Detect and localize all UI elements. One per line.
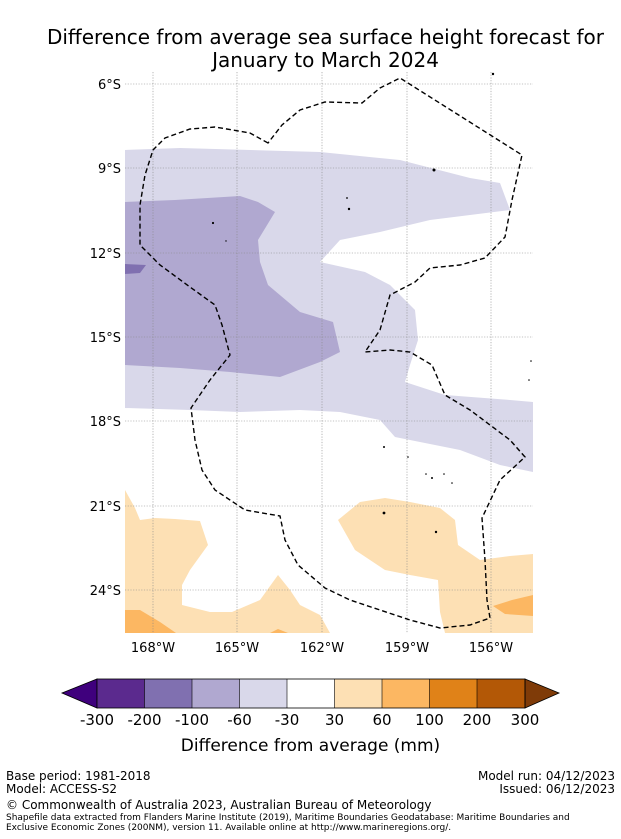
model-run-text: Model run: 04/12/2023 [477, 769, 615, 783]
colorbar-segment [97, 679, 145, 708]
model-text: Model: ACCESS-S2 [6, 782, 118, 796]
lat-tick-label: 21°S [90, 500, 121, 515]
sea-height-anomaly-minus100-patch [125, 264, 146, 274]
colorbar-segment [239, 679, 287, 708]
colorbar-segment [287, 679, 335, 708]
copyright-text: © Commonwealth of Australia 2023, Austra… [6, 798, 432, 812]
island [528, 379, 530, 381]
lat-tick-label: 15°S [90, 331, 121, 346]
colorbar-outline [96, 678, 526, 709]
colorbar-tick-label: 100 [415, 711, 444, 729]
base-period-text: Base period: 1981-2018 [6, 769, 151, 783]
colorbar-segment [192, 679, 240, 708]
island [432, 168, 436, 172]
lat-tick-label: 9°S [98, 162, 121, 177]
eez-boundary-west [139, 77, 526, 629]
colorbar-tick-label: 300 [511, 711, 540, 729]
sea-height-anomaly-plus60-patch-east [493, 595, 533, 616]
lon-tick-label: 162°W [300, 641, 344, 656]
colorbar-segment [429, 679, 477, 708]
colorbar-tick-label: 200 [463, 711, 492, 729]
islands [211, 72, 532, 534]
lon-tick-label: 165°W [215, 641, 259, 656]
colorbar-tick-label: -300 [80, 711, 114, 729]
colorbar-tick-label: -200 [127, 711, 161, 729]
map-gridlines [125, 72, 533, 633]
lon-tick-label: 168°W [131, 641, 175, 656]
map-plot-area [125, 72, 533, 633]
shapefile-credit-line-2: Exclusive Economic Zones (200NM), versio… [6, 823, 452, 833]
colorbar-tick-label: 30 [325, 711, 344, 729]
lat-tick-label: 18°S [90, 415, 121, 430]
island [383, 446, 385, 448]
lon-tick-label: 159°W [385, 641, 429, 656]
island [407, 456, 409, 458]
colorbar-tick-label: -60 [227, 711, 252, 729]
colorbar-title: Difference from average (mm) [180, 736, 441, 756]
island [382, 511, 386, 515]
sea-height-anomaly-plus60-patch-west [125, 610, 176, 633]
sea-height-anomaly-plus30-south-east [338, 498, 533, 633]
island [425, 473, 427, 475]
island [451, 482, 453, 484]
map-title-line-2: January to March 2024 [212, 48, 439, 72]
sea-height-anomaly-plus30-south-west [125, 490, 330, 633]
island [347, 207, 351, 211]
colorbar-segment [144, 679, 192, 708]
colorbar: -300 -200 -100 -60 -30 30 60 100 200 300 [60, 678, 561, 729]
island [211, 221, 215, 225]
issued-text: Issued: 06/12/2023 [499, 782, 615, 796]
map-title-line-1: Difference from average sea surface heig… [46, 25, 605, 49]
longitude-axis: 168°W 165°W 162°W 159°W 156°W [131, 641, 513, 656]
island [225, 240, 227, 242]
island [443, 473, 445, 475]
island [431, 477, 433, 479]
island [491, 72, 495, 76]
colorbar-tick-label: -30 [275, 711, 300, 729]
island [346, 197, 348, 199]
colorbar-tick-label: -100 [175, 711, 209, 729]
colorbar-segment [382, 679, 430, 708]
sea-height-anomaly-plus60-patch-center [270, 629, 288, 633]
lon-tick-label: 156°W [469, 641, 513, 656]
colorbar-segment [334, 679, 382, 708]
lat-tick-label: 6°S [98, 78, 121, 93]
colorbar-extension-low [60, 678, 98, 709]
colorbar-tick-label: 60 [372, 711, 391, 729]
sea-height-anomaly-minus60-region [125, 196, 340, 377]
lat-tick-label: 12°S [90, 247, 121, 262]
island [434, 530, 438, 534]
shapefile-credit-line-1: Shapefile data extracted from Flanders M… [6, 813, 570, 823]
colorbar-dividers [144, 679, 478, 708]
colorbar-extension-high [524, 678, 561, 709]
lat-tick-label: 24°S [90, 584, 121, 599]
latitude-axis: 6°S 9°S 12°S 15°S 18°S 21°S 24°S [90, 78, 121, 599]
island [530, 360, 532, 362]
colorbar-segment [477, 679, 525, 708]
